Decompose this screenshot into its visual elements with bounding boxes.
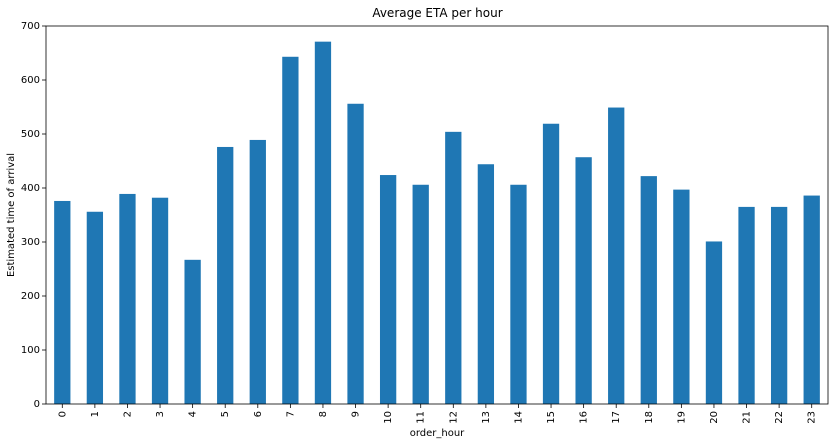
bar-21 [738, 206, 755, 404]
x-tick-label: 13 [481, 411, 492, 424]
x-tick-label: 3 [155, 411, 166, 417]
x-tick-label: 12 [448, 411, 459, 424]
bar-18 [640, 176, 657, 404]
x-tick-label: 23 [807, 411, 818, 424]
x-tick-label: 19 [676, 411, 687, 424]
y-tick-label: 600 [21, 75, 40, 86]
bar-9 [347, 103, 364, 404]
y-tick-label: 400 [21, 183, 40, 194]
x-tick-label: 17 [611, 411, 622, 424]
x-tick-label: 18 [644, 411, 655, 424]
bar-1 [86, 211, 104, 404]
x-tick-label: 2 [122, 411, 133, 417]
x-tick-label: 21 [742, 411, 753, 424]
x-tick-label: 16 [579, 411, 590, 424]
x-tick-label: 8 [318, 411, 329, 417]
bar-5 [217, 146, 234, 404]
bar-10 [379, 175, 397, 404]
x-axis-title: order_hour [410, 428, 465, 439]
bars-group [54, 41, 820, 405]
x-tick-label: 15 [546, 411, 557, 424]
bar-14 [510, 184, 527, 404]
y-axis: 0 100 200 300 400 500 600 700 [21, 21, 46, 410]
y-tick-label: 500 [21, 129, 40, 140]
bar-16 [575, 157, 592, 404]
bar-17 [608, 107, 625, 404]
y-axis-title: Estimated time of arrival [6, 153, 17, 277]
x-tick-label: 14 [513, 411, 524, 424]
bar-3 [151, 197, 169, 404]
y-tick-label: 200 [21, 291, 40, 302]
y-tick-label: 700 [21, 21, 40, 32]
bar-12 [445, 131, 462, 404]
bar-0 [54, 200, 71, 404]
y-tick-label: 0 [34, 399, 40, 410]
bar-15 [542, 123, 560, 405]
x-tick-label: 22 [774, 411, 785, 424]
x-tick-label: 7 [285, 411, 296, 417]
x-tick-label: 5 [220, 411, 231, 417]
chart-title: Average ETA per hour [372, 6, 502, 20]
bar-20 [705, 241, 723, 404]
bar-23 [803, 195, 820, 404]
x-tick-label: 4 [188, 411, 199, 417]
plot-frame [45, 25, 829, 405]
bar-6 [249, 139, 266, 404]
y-tick-label: 300 [21, 237, 40, 248]
bar-7 [282, 56, 299, 404]
bar-13 [477, 164, 495, 404]
bar-8 [314, 41, 332, 404]
x-tick-label: 11 [416, 411, 427, 424]
bar-22 [770, 206, 788, 404]
x-tick-label: 20 [709, 411, 720, 424]
bar-2 [119, 193, 136, 404]
bar-19 [673, 189, 690, 404]
x-tick-label: 0 [57, 411, 68, 417]
x-tick-label: 1 [90, 411, 101, 417]
bar-11 [412, 184, 429, 404]
x-tick-label: 6 [253, 411, 264, 417]
x-tick-label: 9 [351, 411, 362, 417]
bar-4 [184, 259, 201, 404]
x-tick-label: 10 [383, 411, 394, 424]
y-tick-label: 100 [21, 345, 40, 356]
x-axis: 0 1 2 3 4 5 6 7 8 9 10 11 12 13 14 15 16 17 18 19 20 21 22 23 [57, 404, 818, 424]
